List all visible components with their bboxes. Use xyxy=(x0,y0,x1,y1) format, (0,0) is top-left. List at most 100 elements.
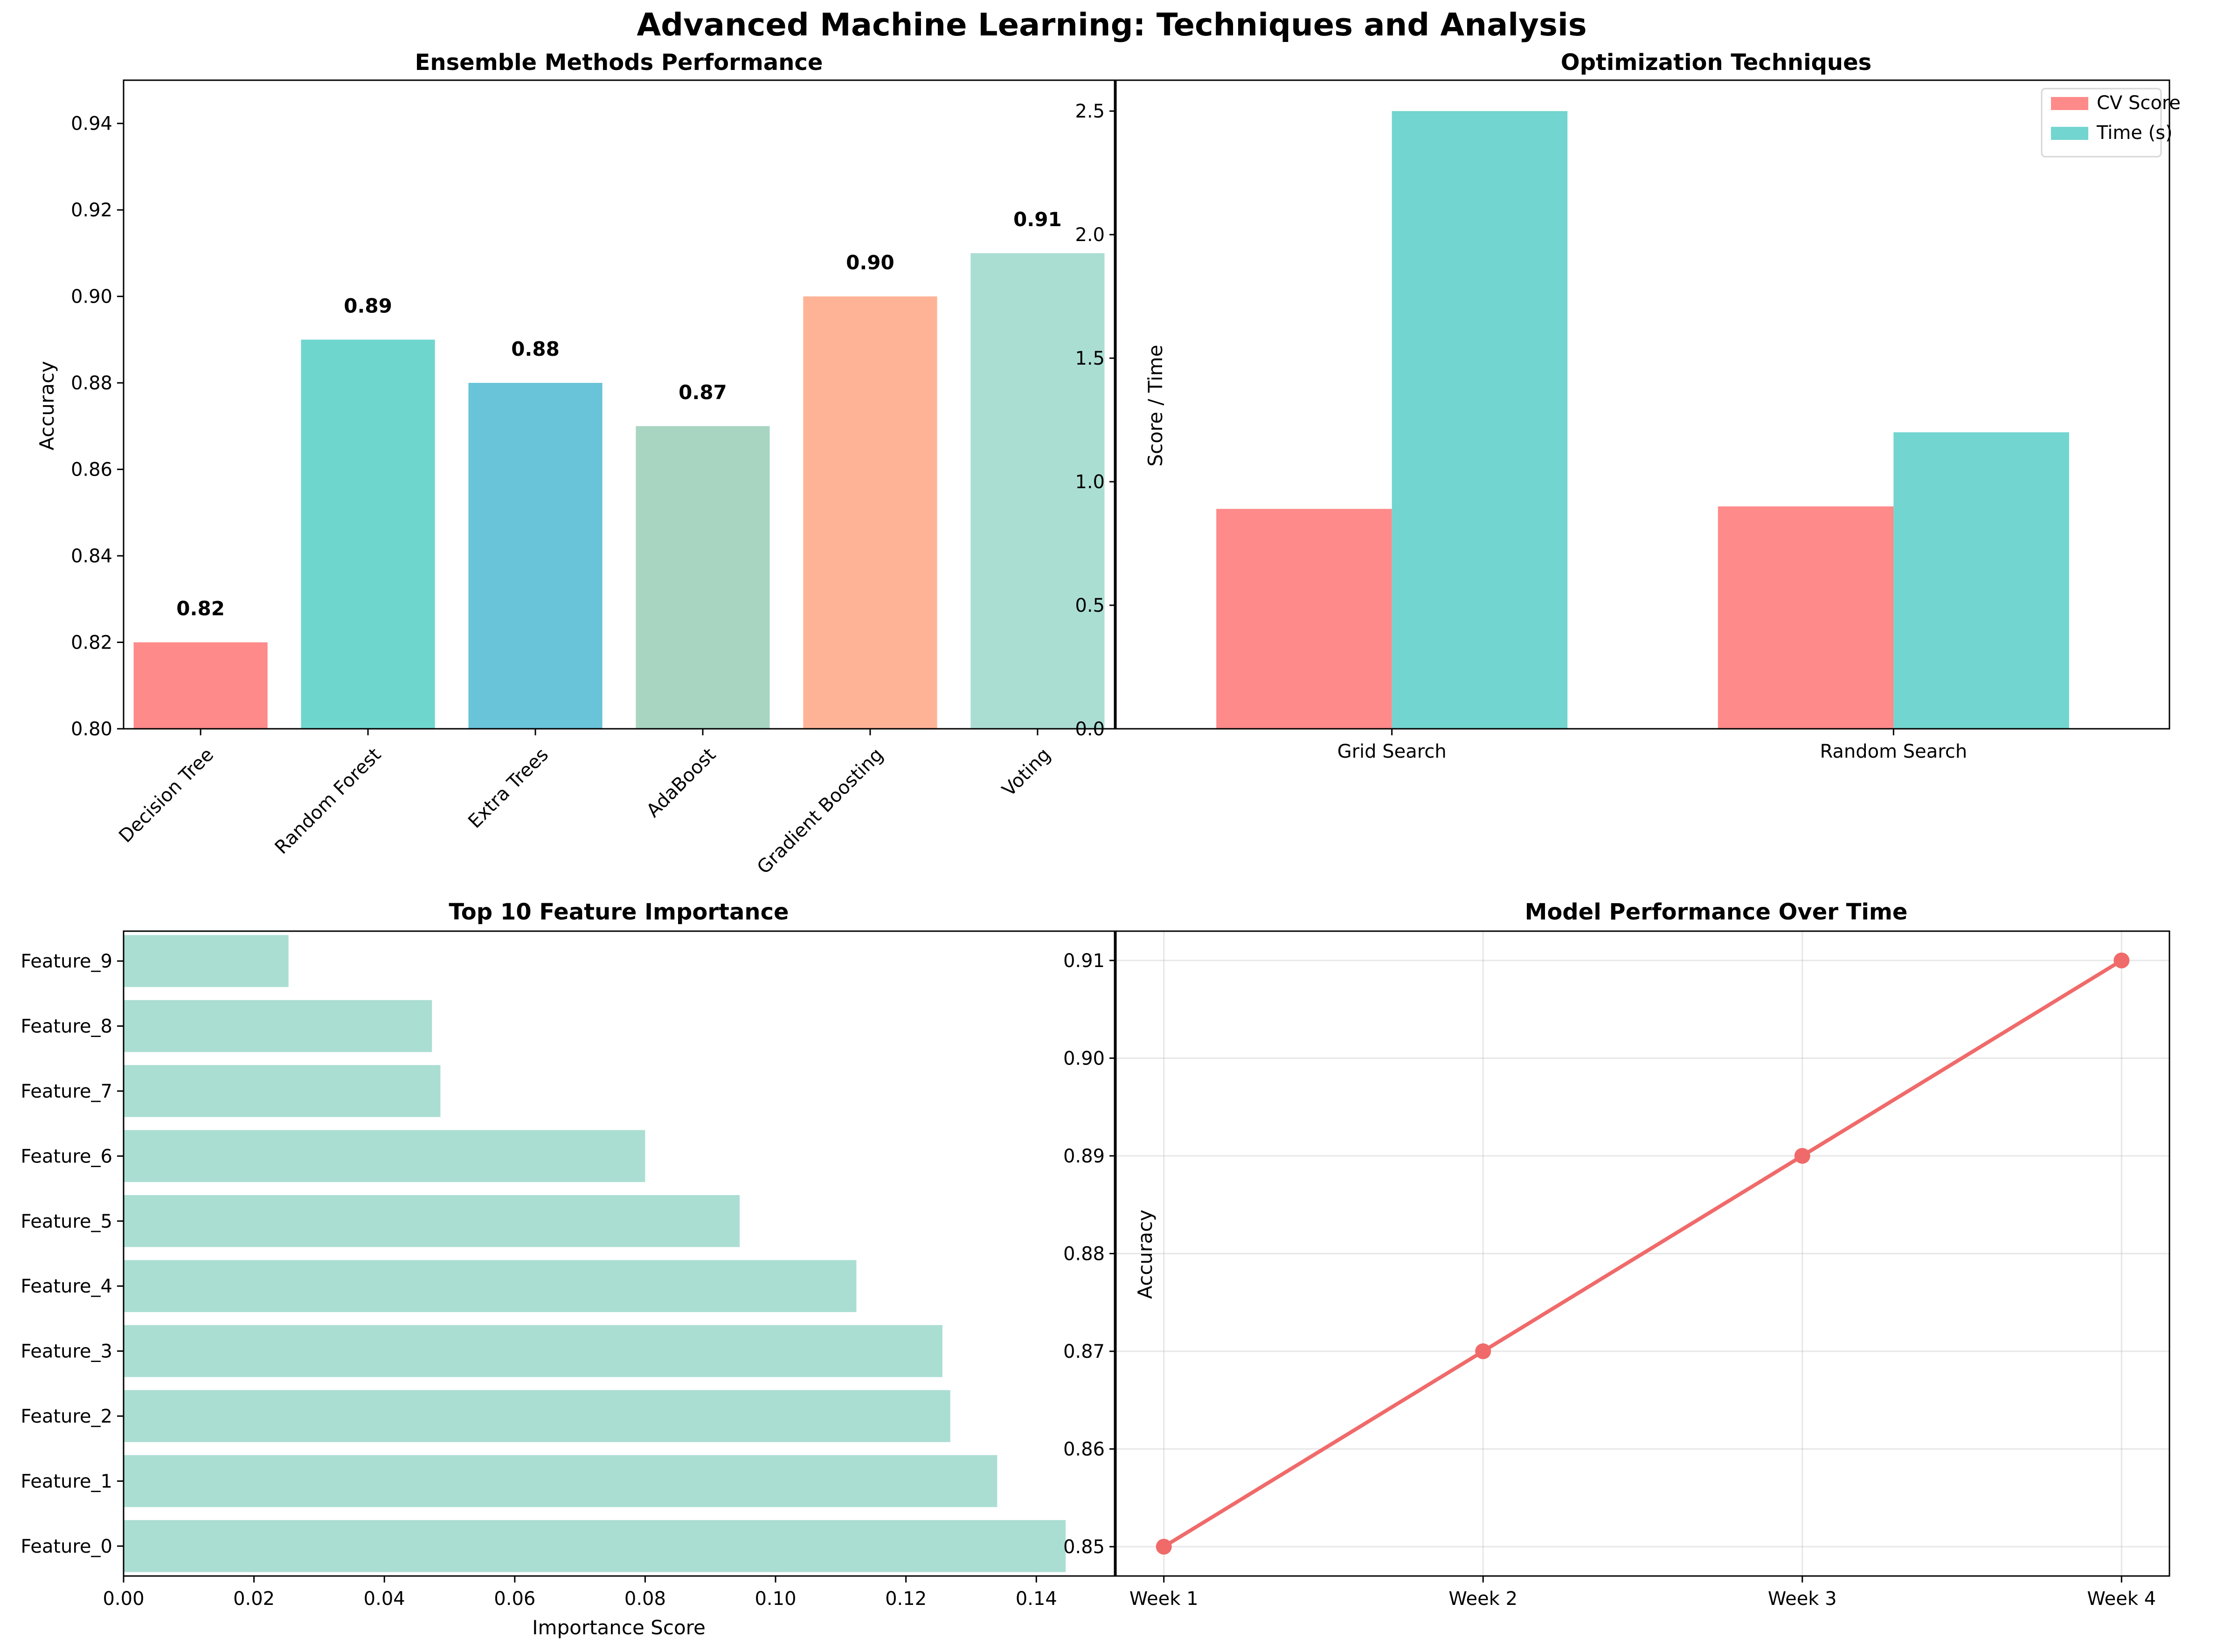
ensemble-data-label: 0.90 xyxy=(846,251,894,274)
ensemble-x-tick-label: Voting xyxy=(998,744,1055,801)
legend-swatch xyxy=(2051,97,2088,110)
feature-x-tick-label: 0.04 xyxy=(364,1588,405,1610)
feature-bar xyxy=(124,1000,432,1052)
ensemble-y-tick-label: 0.86 xyxy=(71,459,112,481)
legend-label: CV Score xyxy=(2097,92,2181,114)
timeline-point xyxy=(1156,1539,1172,1555)
optimization-y-tick-label: 2.5 xyxy=(1075,101,1105,122)
ensemble-x-tick-label: Gradient Boosting xyxy=(753,744,887,878)
feature-x-tick-label: 0.02 xyxy=(233,1588,275,1610)
ensemble-data-label: 0.82 xyxy=(176,597,225,620)
ensemble-y-tick-label: 0.84 xyxy=(71,546,112,567)
optimization-y-tick-label: 2.0 xyxy=(1075,224,1105,246)
timeline-x-tick-label: Week 1 xyxy=(1129,1588,1199,1610)
timeline-y-tick-label: 0.91 xyxy=(1063,950,1105,972)
feature-x-tick-label: 0.00 xyxy=(103,1588,144,1610)
feature-y-tick-label: Feature_6 xyxy=(21,1146,112,1167)
cv-score-bar xyxy=(1216,509,1392,729)
ensemble-bar xyxy=(133,642,268,729)
timeline-series-line xyxy=(1163,959,2123,1548)
timeline-x-tick-label: Week 2 xyxy=(1448,1588,1517,1610)
timeline-y-tick-label: 0.85 xyxy=(1063,1536,1105,1558)
timeline-y-tick-label: 0.88 xyxy=(1063,1244,1105,1265)
feature-bar xyxy=(124,1520,1066,1572)
ensemble-panel: Ensemble Methods Performance Accuracy 0.… xyxy=(35,49,1115,878)
feature-y-tick-label: Feature_2 xyxy=(21,1406,112,1427)
feature-bar xyxy=(124,935,289,987)
timeline-plot-area: Week 1 Week 2 Week 3 Week 4 0.85 0.86 0.87 0.88… xyxy=(1063,930,2170,1610)
ensemble-y-tick-label: 0.92 xyxy=(71,200,112,221)
feature-y-tick-label: Feature_3 xyxy=(21,1341,112,1362)
feature-bar xyxy=(124,1325,942,1377)
legend-swatch xyxy=(2051,127,2088,140)
timeline-y-tick-label: 0.86 xyxy=(1063,1439,1105,1460)
optimization-x-tick-label: Grid Search xyxy=(1337,741,1447,762)
timeline-panel: Model Performance Over Time Accuracy Wee… xyxy=(1063,899,2170,1610)
figure-title: Advanced Machine Learning: Techniques an… xyxy=(637,7,1587,43)
timeline-point xyxy=(1475,1343,1491,1360)
optimization-axes-frame xyxy=(1115,79,2170,730)
feature-plot-area: Feature_0 Feature_1 Feature_2 Feature_3 Feat… xyxy=(21,930,1115,1610)
ensemble-x-tick-label: Extra Trees xyxy=(464,744,553,833)
ensemble-data-label: 0.91 xyxy=(1013,208,1062,231)
ensemble-x-tick-label: Decision Tree xyxy=(115,744,218,847)
ensemble-y-tick-label: 0.88 xyxy=(71,373,112,394)
ensemble-data-label: 0.89 xyxy=(344,294,392,317)
ensemble-data-label: 0.87 xyxy=(679,381,727,404)
ensemble-y-tick-label: 0.82 xyxy=(71,632,112,654)
timeline-x-tick-label: Week 4 xyxy=(2087,1588,2156,1610)
feature-panel: Top 10 Feature Importance Importance Sco… xyxy=(21,899,1115,1639)
optimization-y-tick-label: 0.0 xyxy=(1075,719,1105,740)
time-bar xyxy=(1893,432,2069,729)
feature-bar xyxy=(124,1130,645,1182)
timeline-y-tick-label: 0.90 xyxy=(1063,1048,1105,1069)
ensemble-y-tick-label: 0.80 xyxy=(71,719,112,740)
timeline-axes-frame xyxy=(1115,930,2170,1577)
feature-bar xyxy=(124,1260,857,1312)
feature-bar xyxy=(124,1195,740,1247)
feature-y-tick-label: Feature_7 xyxy=(21,1081,112,1102)
optimization-title: Optimization Techniques xyxy=(1561,49,1871,76)
feature-y-tick-label: Feature_1 xyxy=(21,1471,112,1492)
feature-x-tick-label: 0.14 xyxy=(1016,1588,1057,1610)
timeline-title: Model Performance Over Time xyxy=(1525,899,1908,925)
feature-y-tick-label: Feature_0 xyxy=(21,1536,112,1557)
optimization-plot-area: Grid Search Random Search 0.0 0.5 1.0 1.5 2.0 2… xyxy=(1075,79,2181,762)
optimization-ylabel: Score / Time xyxy=(1144,345,1167,466)
ensemble-axes-frame xyxy=(123,79,1115,730)
ensemble-data-label: 0.88 xyxy=(511,338,560,360)
cv-score-bar xyxy=(1718,506,1894,729)
ensemble-bar xyxy=(970,253,1105,729)
ensemble-plot-area: 0.82 Decision Tree 0.89 Random Forest 0.88 Ex… xyxy=(71,79,1115,878)
optimization-x-tick-label: Random Search xyxy=(1820,741,1967,762)
ensemble-bar xyxy=(301,339,435,729)
feature-y-tick-label: Feature_8 xyxy=(21,1016,112,1037)
ensemble-title: Ensemble Methods Performance xyxy=(415,49,823,76)
ensemble-x-tick-label: Random Forest xyxy=(271,744,385,858)
feature-x-tick-label: 0.12 xyxy=(885,1588,927,1610)
ensemble-x-tick-label: AdaBoost xyxy=(643,744,721,822)
timeline-ylabel: Accuracy xyxy=(1134,1210,1157,1299)
timeline-point xyxy=(2113,952,2130,968)
timeline-y-tick-label: 0.87 xyxy=(1063,1341,1105,1362)
ensemble-bar xyxy=(803,296,937,729)
optimization-legend: CV Score Time (s) xyxy=(2041,88,2181,158)
feature-x-tick-label: 0.08 xyxy=(624,1588,666,1610)
feature-xlabel: Importance Score xyxy=(532,1616,706,1639)
ensemble-ylabel: Accuracy xyxy=(35,361,58,450)
feature-bar xyxy=(124,1390,950,1442)
optimization-y-tick-label: 1.0 xyxy=(1075,471,1105,493)
feature-x-tick-label: 0.10 xyxy=(755,1588,796,1610)
feature-y-tick-label: Feature_9 xyxy=(21,951,112,972)
ensemble-bar xyxy=(468,383,603,729)
optimization-panel: Optimization Techniques Score / Time Gri… xyxy=(1075,49,2181,762)
legend-label: Time (s) xyxy=(2096,122,2173,144)
time-bar xyxy=(1392,111,1568,729)
feature-bar xyxy=(124,1065,441,1117)
ensemble-y-tick-label: 0.90 xyxy=(71,286,112,308)
timeline-x-tick-label: Week 3 xyxy=(1768,1588,1837,1610)
ensemble-y-tick-label: 0.94 xyxy=(71,113,112,135)
timeline-point xyxy=(1794,1147,1810,1164)
optimization-y-tick-label: 0.5 xyxy=(1075,595,1105,616)
